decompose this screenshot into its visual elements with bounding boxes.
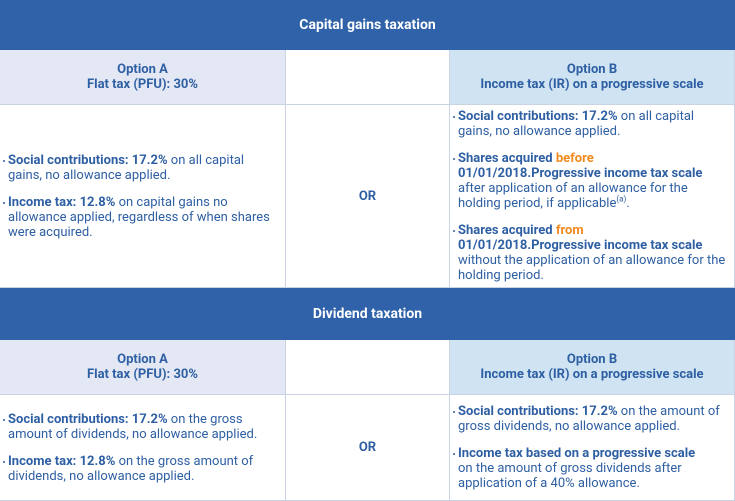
option-body: Social contributions: 17.2% on the amoun… xyxy=(450,395,735,501)
text-segment: on the amount of gross dividends after a… xyxy=(458,461,682,491)
bullet: Social contributions: 17.2% on the gross… xyxy=(3,411,279,442)
option-body: Social contributions: 17.2% on all capit… xyxy=(450,105,735,288)
text-segment: Social contributions: 17.2% xyxy=(8,152,168,168)
option-label: Option B xyxy=(566,62,618,77)
text-segment: Social contributions: 17.2% xyxy=(8,411,168,427)
text-segment: Progressive income tax scale xyxy=(531,166,703,181)
option-header: Option A Flat tax (PFU): 30% xyxy=(0,340,286,395)
text-segment: Progressive income tax scale xyxy=(531,238,703,253)
option-label: Option A xyxy=(117,352,168,367)
section-title: Capital gains taxation xyxy=(0,0,735,50)
separator-cell: OR xyxy=(286,105,450,288)
text-segment: on the gross amount of dividends, no all… xyxy=(8,453,254,484)
text-segment: on capital gains no allowance applied, r… xyxy=(8,194,270,240)
option-name: Flat tax (PFU): 30% xyxy=(87,367,198,382)
text-segment: on all capital gains, no allowance appli… xyxy=(8,152,245,183)
text-segment: 01/01/2018. xyxy=(458,166,532,181)
spacer xyxy=(286,50,450,105)
text-segment: Income tax based on a progressive scale xyxy=(458,446,696,461)
text-segment: Income tax: 12.8% xyxy=(8,453,116,469)
option-body: Social contributions: 17.2% on the gross… xyxy=(0,395,286,501)
text-segment: from xyxy=(555,223,584,238)
text-segment: on the gross amount of dividends, no all… xyxy=(8,411,258,442)
separator-cell: OR xyxy=(286,395,450,501)
bullet: Shares acquired from 01/01/2018.Progress… xyxy=(453,223,728,283)
option-name: Flat tax (PFU): 30% xyxy=(87,77,198,92)
text-segment: before xyxy=(555,151,594,166)
text-segment: on the amount of gross dividends, no all… xyxy=(458,404,720,434)
text-segment: after application of an allowance for th… xyxy=(458,181,688,211)
text-segment: 01/01/2018. xyxy=(458,238,532,253)
bullet: Shares acquired before 01/01/2018.Progre… xyxy=(453,151,728,211)
option-header: Option B Income tax (IR) on a progressive… xyxy=(450,50,735,105)
option-header: Option B Income tax (IR) on a progressive… xyxy=(450,340,735,395)
text-segment: Shares acquired xyxy=(458,223,556,238)
section-title: Dividend taxation xyxy=(0,288,735,340)
bullet: Social contributions: 17.2% on all capit… xyxy=(3,152,279,183)
option-name: Income tax (IR) on a progressive scale xyxy=(480,77,704,92)
option-label: Option B xyxy=(566,352,618,367)
bullet: Social contributions: 17.2% on the amoun… xyxy=(453,404,728,434)
text-segment: Social contributions: 17.2% xyxy=(458,109,618,124)
bullet: Income tax based on a progressive scale … xyxy=(453,446,728,491)
text-segment: Income tax: 12.8% xyxy=(8,194,116,210)
text-segment: . xyxy=(626,196,630,211)
option-header: Option A Flat tax (PFU): 30% xyxy=(0,50,286,105)
text-segment: on all capital gains, no allowance appli… xyxy=(458,109,695,139)
text-segment: (a) xyxy=(616,194,627,204)
text-segment: without the application of an allowance … xyxy=(458,253,726,283)
option-body: Social contributions: 17.2% on all capit… xyxy=(0,105,286,288)
separator: OR xyxy=(358,188,377,204)
separator: OR xyxy=(358,440,377,455)
bullet: Income tax: 12.8% on the gross amount of… xyxy=(3,453,279,484)
option-name: Income tax (IR) on a progressive scale xyxy=(480,367,704,382)
spacer xyxy=(286,340,450,395)
text-segment: Social contributions: 17.2% xyxy=(458,404,618,419)
text-segment: Shares acquired xyxy=(458,151,556,166)
option-label: Option A xyxy=(117,62,168,77)
bullet: Income tax: 12.8% on capital gains no al… xyxy=(3,194,279,240)
bullet: Social contributions: 17.2% on all capit… xyxy=(453,109,728,139)
